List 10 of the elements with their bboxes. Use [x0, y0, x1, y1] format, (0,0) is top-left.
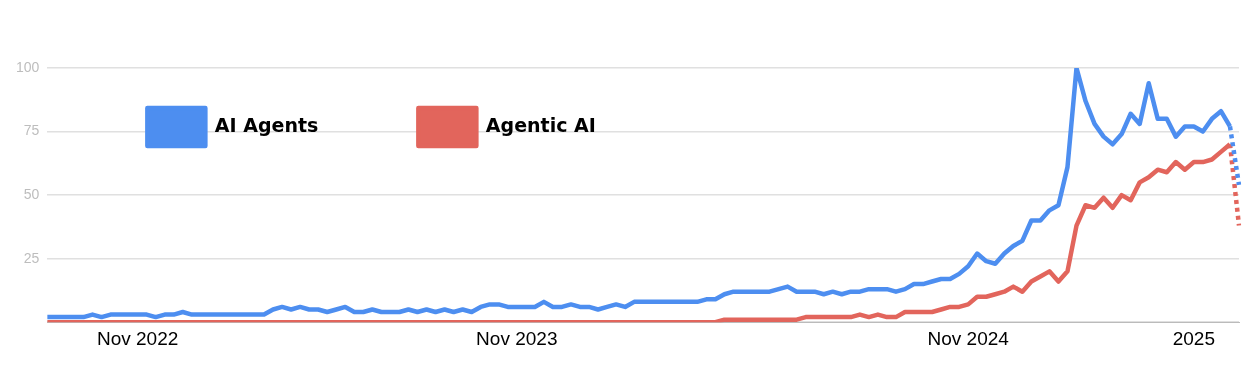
y-tick-label: 75 — [23, 122, 40, 139]
x-tick-label: Nov 2022 — [96, 327, 179, 349]
legend-label: AI Agents — [214, 113, 319, 136]
y-tick-label: 25 — [23, 249, 40, 266]
y-tick-label: 100 — [16, 58, 40, 75]
x-tick-label: Nov 2023 — [476, 327, 558, 349]
x-tick-label: 2025 — [1172, 327, 1215, 349]
legend-label: Agentic AI — [485, 113, 596, 136]
x-tick-label: Nov 2024 — [927, 327, 1010, 349]
y-tick-label: 50 — [23, 185, 40, 202]
